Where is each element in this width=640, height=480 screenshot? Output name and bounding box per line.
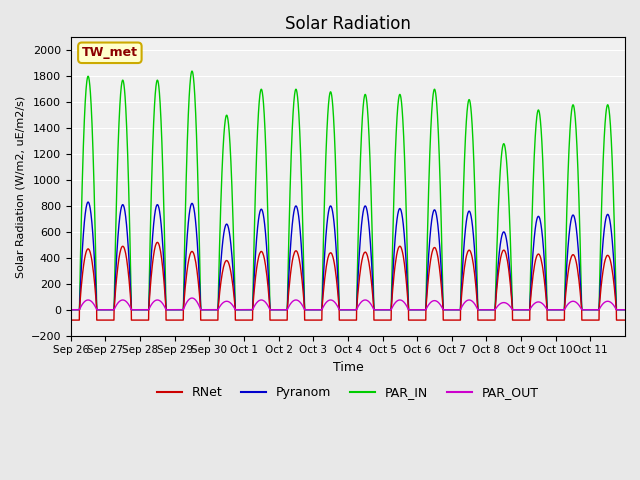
- Legend: RNet, Pyranom, PAR_IN, PAR_OUT: RNet, Pyranom, PAR_IN, PAR_OUT: [152, 381, 544, 404]
- Title: Solar Radiation: Solar Radiation: [285, 15, 411, 33]
- Text: TW_met: TW_met: [82, 46, 138, 60]
- X-axis label: Time: Time: [333, 361, 364, 374]
- Y-axis label: Solar Radiation (W/m2, uE/m2/s): Solar Radiation (W/m2, uE/m2/s): [15, 96, 25, 277]
